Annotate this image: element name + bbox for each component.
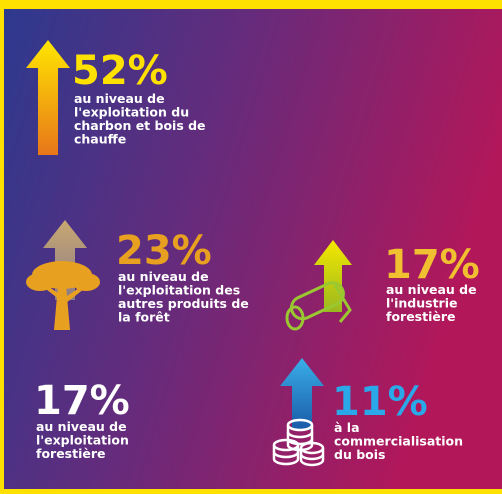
description: l'exploitation du	[74, 105, 189, 120]
description: chauffe	[74, 132, 126, 147]
percentage: 11%	[332, 379, 428, 425]
coins-icon	[272, 418, 325, 467]
description: autres produits de	[118, 296, 249, 311]
description: commercialisation	[334, 434, 463, 449]
log-icon	[285, 281, 352, 331]
description: au niveau de	[118, 269, 209, 284]
top-band	[0, 0, 502, 9]
description: au niveau de	[74, 91, 165, 106]
arrow-icon	[314, 240, 352, 312]
description: au niveau de	[386, 282, 477, 297]
arrow-icon	[26, 40, 70, 155]
left-border	[0, 0, 4, 494]
description: forestière	[386, 309, 456, 324]
arrow-icon	[280, 358, 324, 430]
description: l'exploitation	[36, 433, 129, 448]
percentage: 17%	[384, 242, 480, 288]
bottom-border	[0, 489, 502, 494]
description: au niveau de	[36, 419, 127, 434]
description: charbon et bois de	[74, 118, 206, 133]
description: l'industrie	[386, 296, 457, 311]
description: la forêt	[118, 310, 170, 325]
percentage: 23%	[116, 228, 212, 274]
description: du bois	[334, 447, 385, 462]
percentage: 17%	[34, 378, 130, 424]
description: à la	[334, 420, 360, 435]
tree-icon	[26, 261, 100, 330]
arrow-icon	[43, 220, 87, 300]
percentage: 52%	[72, 48, 168, 94]
description: forestière	[36, 446, 106, 461]
description: l'exploitation des	[118, 283, 240, 298]
